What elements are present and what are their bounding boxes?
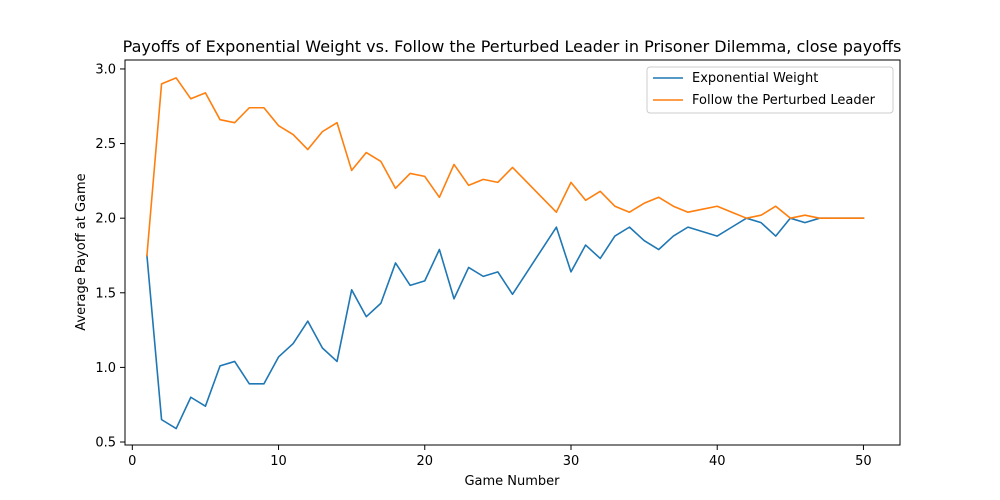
y-tick-label: 1.0 (95, 361, 116, 376)
y-axis-label: Average Payoff at Game (74, 173, 89, 330)
legend: Exponential Weight Follow the Perturbed … (646, 66, 894, 114)
x-tick-label: 0 (128, 454, 136, 469)
legend-label-follow-the-perturbed-leader: Follow the Perturbed Leader (692, 93, 876, 108)
plot-area (146, 77, 865, 430)
y-axis: 0.5 1.0 1.5 2.0 2.5 3.0 (95, 62, 125, 451)
x-tick-label: 10 (270, 454, 287, 469)
x-tick-label: 20 (416, 454, 433, 469)
chart-title: Payoffs of Exponential Weight vs. Follow… (123, 37, 902, 56)
y-tick-label: 0.5 (95, 436, 116, 451)
y-tick-label: 2.5 (95, 137, 116, 152)
x-axis: 0 10 20 30 40 50 (128, 445, 872, 469)
legend-label-exponential-weight: Exponential Weight (692, 71, 818, 86)
x-axis-label: Game Number (464, 474, 560, 489)
y-tick-label: 1.5 (95, 286, 116, 301)
y-tick-label: 2.0 (95, 212, 116, 227)
series-line-exponential-weight (146, 217, 865, 430)
series-line-follow-the-perturbed-leader (146, 77, 865, 257)
axes-frame (124, 59, 901, 446)
y-tick-label: 3.0 (95, 62, 116, 77)
x-tick-label: 50 (855, 454, 872, 469)
x-tick-label: 30 (563, 454, 580, 469)
x-tick-label: 40 (709, 454, 726, 469)
legend-box (646, 66, 894, 114)
